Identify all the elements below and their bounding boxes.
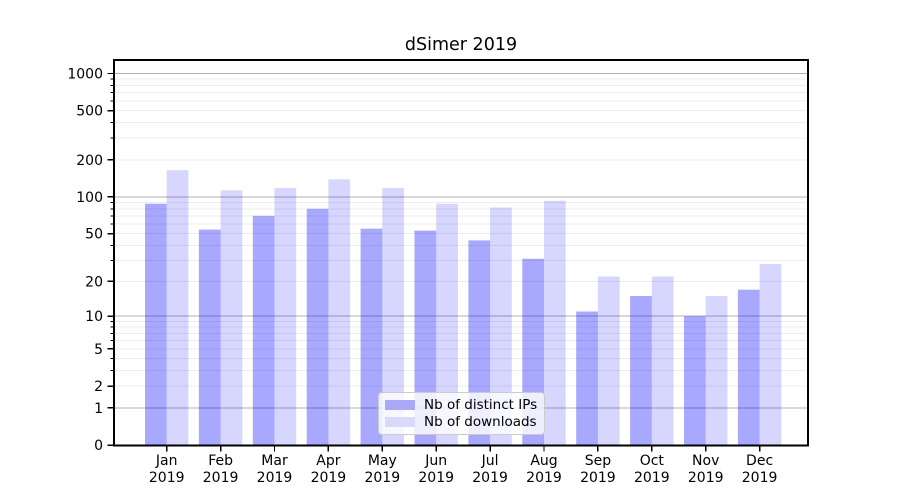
x-tick-year-aug: 2019 bbox=[526, 470, 562, 486]
legend-swatch-downloads bbox=[385, 417, 415, 428]
bar-downloads-jan bbox=[166, 170, 189, 446]
x-tick-year-may: 2019 bbox=[364, 470, 400, 486]
x-tick-label-oct: Oct bbox=[640, 453, 665, 469]
x-tick-year-feb: 2019 bbox=[203, 470, 239, 486]
legend-swatch-distinct-ips bbox=[385, 399, 415, 410]
bar-distinct-ips-dec bbox=[737, 289, 760, 446]
y-tick-label-1000: 1000 bbox=[67, 67, 103, 83]
x-tick-year-sep: 2019 bbox=[580, 470, 616, 486]
x-tick-label-may: May bbox=[368, 453, 397, 469]
bar-distinct-ips-jun bbox=[414, 230, 437, 446]
bar-downloads-oct bbox=[651, 276, 674, 446]
y-tick-label-50: 50 bbox=[85, 227, 103, 243]
bar-downloads-apr bbox=[328, 179, 351, 446]
bar-distinct-ips-nov bbox=[684, 316, 706, 446]
x-tick-year-mar: 2019 bbox=[257, 470, 293, 486]
y-tick-label-1: 1 bbox=[94, 401, 103, 417]
bar-downloads-feb bbox=[220, 190, 243, 446]
x-tick-label-sep: Sep bbox=[585, 453, 612, 469]
bar-downloads-sep bbox=[597, 276, 620, 446]
y-tick-label-500: 500 bbox=[76, 104, 103, 120]
x-tick-year-oct: 2019 bbox=[634, 470, 670, 486]
x-tick-label-dec: Dec bbox=[746, 453, 773, 469]
x-tick-year-dec: 2019 bbox=[742, 470, 778, 486]
axes-frame bbox=[113, 59, 809, 447]
legend-item-distinct-ips: Nb of distinct IPs bbox=[385, 397, 538, 413]
x-tick-year-apr: 2019 bbox=[311, 470, 347, 486]
x-tick-year-jan: 2019 bbox=[149, 470, 185, 486]
y-tick-label-2: 2 bbox=[94, 379, 103, 395]
legend-label-downloads: Nb of downloads bbox=[424, 414, 537, 431]
bar-distinct-ips-sep bbox=[576, 311, 598, 446]
legend: Nb of distinct IPs Nb of downloads bbox=[378, 392, 545, 435]
legend-item-downloads: Nb of downloads bbox=[385, 414, 538, 430]
bar-distinct-ips-apr bbox=[306, 208, 329, 446]
bar-downloads-dec bbox=[759, 264, 782, 446]
bar-distinct-ips-may bbox=[360, 228, 383, 446]
bar-distinct-ips-oct bbox=[630, 296, 652, 446]
y-tick-label-10: 10 bbox=[85, 309, 103, 325]
x-tick-label-feb: Feb bbox=[208, 453, 233, 469]
x-tick-label-apr: Apr bbox=[316, 453, 340, 469]
x-tick-label-mar: Mar bbox=[261, 453, 288, 469]
x-tick-year-jun: 2019 bbox=[418, 470, 454, 486]
x-tick-label-jul: Jul bbox=[481, 453, 499, 469]
bar-downloads-jun bbox=[436, 203, 458, 446]
y-tick-label-100: 100 bbox=[76, 190, 103, 206]
bar-downloads-aug bbox=[544, 200, 566, 446]
x-tick-year-nov: 2019 bbox=[688, 470, 724, 486]
bar-downloads-nov bbox=[705, 296, 728, 446]
y-tick-label-5: 5 bbox=[94, 342, 103, 358]
y-tick-label-200: 200 bbox=[76, 153, 103, 169]
x-tick-label-jun: Jun bbox=[424, 453, 447, 469]
x-tick-year-jul: 2019 bbox=[472, 470, 508, 486]
x-tick-label-jan: Jan bbox=[155, 453, 178, 469]
bar-downloads-jul bbox=[490, 207, 512, 446]
bar-downloads-mar bbox=[274, 188, 297, 446]
bar-distinct-ips-mar bbox=[252, 215, 275, 446]
bar-downloads-may bbox=[382, 188, 404, 446]
y-tick-label-20: 20 bbox=[85, 274, 103, 290]
y-tick-label-0: 0 bbox=[94, 438, 103, 454]
chart-title: dSimer 2019 bbox=[404, 35, 518, 55]
x-tick-label-nov: Nov bbox=[692, 453, 719, 469]
legend-label-distinct-ips: Nb of distinct IPs bbox=[424, 396, 538, 413]
bar-distinct-ips-jan bbox=[145, 203, 167, 446]
x-tick-label-aug: Aug bbox=[530, 453, 557, 469]
bar-distinct-ips-feb bbox=[198, 229, 221, 446]
